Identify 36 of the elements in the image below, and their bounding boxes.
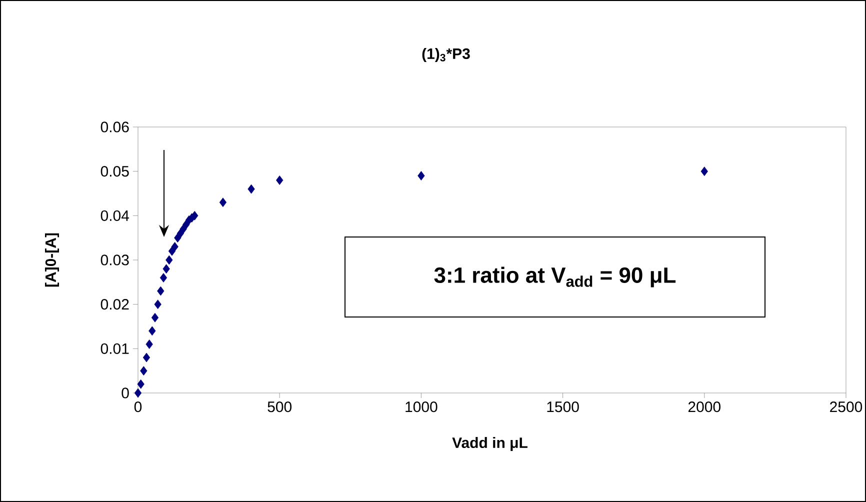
point: [137, 379, 144, 389]
x-tick-label: 2000: [688, 402, 720, 412]
point: [154, 300, 162, 310]
annotation: 3:1 ratio at V$_{add}$ = 90 μL: [434, 266, 676, 288]
x-tick-label: 500: [268, 402, 292, 412]
y-tick-label: 0.05: [100, 166, 129, 177]
y-tick-label: 0.01: [100, 343, 129, 354]
point: [276, 175, 284, 185]
point: [162, 264, 170, 274]
x-axis-title: Vadd in μL: [452, 437, 528, 451]
x-tick-label: 1500: [547, 402, 579, 412]
point: [142, 352, 150, 362]
x-tick-label: 1000: [406, 402, 438, 412]
point: [248, 184, 255, 194]
point: [160, 273, 168, 282]
y-axis-title: [A]0-[A]: [45, 233, 59, 287]
point: [219, 198, 227, 208]
x-tick-label: 2500: [830, 402, 862, 412]
x-tick-label: 0: [134, 402, 142, 412]
point: [418, 171, 425, 180]
point: [157, 286, 164, 296]
point: [140, 366, 148, 376]
y-tick-label: 0.02: [100, 299, 129, 310]
y-tick-label: 0.06: [100, 122, 129, 132]
point: [191, 210, 198, 220]
point: [134, 388, 142, 398]
y-tick-label: 0: [122, 388, 129, 398]
point: [148, 326, 156, 336]
y-tick-label: 0.04: [100, 210, 130, 221]
point: [151, 312, 159, 322]
point: [700, 166, 708, 176]
chart-title: (1)$_{3}$*P3: [422, 48, 470, 62]
point: [171, 242, 178, 252]
point: [166, 255, 173, 265]
point: [146, 340, 153, 349]
y-tick-label: 0.03: [100, 254, 129, 266]
